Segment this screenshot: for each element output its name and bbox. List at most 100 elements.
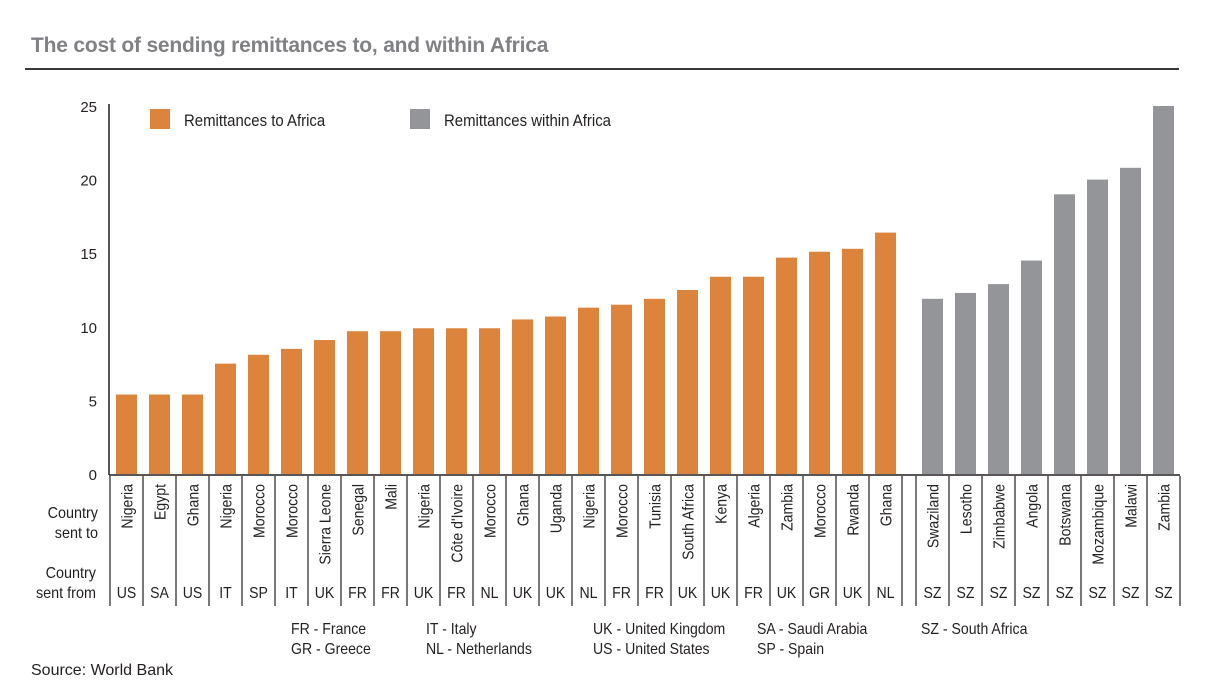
- bar: [1054, 194, 1075, 474]
- country-sent-to: Rwanda: [845, 483, 863, 535]
- bar: [215, 363, 236, 474]
- y-tick-label: 25: [80, 99, 97, 116]
- country-sent-to: Sierra Leone: [317, 484, 335, 565]
- country-sent-from: UK: [513, 584, 533, 602]
- country-sent-to: Ghana: [515, 483, 533, 526]
- row-label-sent-from: Country: [46, 564, 97, 582]
- bar: [809, 251, 830, 474]
- country-sent-to: Nigeria: [581, 483, 599, 528]
- abbreviation-entry: IT - Italy: [426, 621, 477, 638]
- country-sent-to: Angola: [1024, 483, 1042, 527]
- country-sent-to: Kenya: [713, 483, 731, 523]
- country-sent-to: Côte d'Ivoire: [449, 484, 467, 563]
- country-sent-from: US: [117, 584, 137, 602]
- country-sent-to: Morocco: [812, 484, 830, 538]
- country-sent-from: NL: [580, 584, 598, 602]
- bar: [281, 348, 302, 474]
- abbreviation-entry: SP - Spain: [757, 641, 825, 658]
- country-sent-from: US: [183, 584, 203, 602]
- country-sent-to: Morocco: [614, 484, 632, 538]
- bar: [776, 257, 797, 474]
- country-sent-from: IT: [285, 584, 298, 602]
- country-sent-from: UK: [546, 584, 566, 602]
- country-sent-from: FR: [612, 584, 631, 602]
- country-sent-from: FR: [645, 584, 664, 602]
- country-sent-from: UK: [414, 584, 434, 602]
- bar: [512, 319, 533, 474]
- bar: [988, 284, 1009, 474]
- country-sent-from: NL: [481, 584, 499, 602]
- y-tick-label: 0: [89, 467, 97, 484]
- bar: [875, 232, 896, 474]
- bar: [1021, 260, 1042, 474]
- country-sent-from: UK: [843, 584, 863, 602]
- chart-title: The cost of sending remittances to, and …: [31, 34, 549, 57]
- bar: [710, 276, 731, 474]
- country-sent-from: SZ: [957, 584, 975, 602]
- country-sent-from: UK: [711, 584, 731, 602]
- country-sent-to: Nigeria: [218, 483, 236, 528]
- country-sent-from: SZ: [1155, 584, 1173, 602]
- country-sent-to: South Africa: [680, 483, 698, 559]
- country-sent-from: SZ: [1023, 584, 1041, 602]
- country-sent-from: FR: [744, 584, 763, 602]
- bar: [955, 292, 976, 474]
- y-tick-label: 5: [89, 393, 97, 410]
- country-sent-from: SZ: [1056, 584, 1074, 602]
- row-label-sent-to: Country: [48, 504, 99, 522]
- country-sent-to: Zimbabwe: [991, 484, 1009, 549]
- bar: [248, 354, 269, 474]
- country-sent-from: UK: [777, 584, 797, 602]
- bar: [479, 328, 500, 474]
- bar: [413, 328, 434, 474]
- country-sent-to: Lesotho: [958, 484, 976, 534]
- country-sent-to: Uganda: [548, 483, 566, 533]
- country-sent-to: Senegal: [350, 484, 368, 536]
- abbreviation-entry: NL - Netherlands: [426, 641, 532, 658]
- country-sent-to: Nigeria: [119, 483, 137, 528]
- country-sent-from: UK: [315, 584, 335, 602]
- country-sent-from: NL: [877, 584, 895, 602]
- country-sent-to: Morocco: [482, 484, 500, 538]
- country-sent-from: GR: [809, 584, 830, 602]
- legend-label: Remittances within Africa: [444, 112, 611, 130]
- country-sent-from: SZ: [1089, 584, 1107, 602]
- bar: [611, 304, 632, 474]
- country-sent-to: Zambia: [1156, 483, 1174, 531]
- bar: [677, 290, 698, 474]
- bar: [347, 331, 368, 474]
- abbreviation-entry: UK - United Kingdom: [593, 621, 726, 638]
- country-sent-from: FR: [381, 584, 400, 602]
- bar: [1153, 106, 1174, 474]
- country-sent-to: Mali: [383, 484, 401, 510]
- country-sent-from: SZ: [924, 584, 942, 602]
- bar: [446, 328, 467, 474]
- bar: [644, 298, 665, 474]
- country-sent-to: Swaziland: [925, 484, 943, 548]
- row-label-sent-to: sent to: [55, 524, 98, 542]
- country-sent-from: SZ: [990, 584, 1008, 602]
- abbreviation-entry: GR - Greece: [291, 641, 371, 658]
- country-sent-from: FR: [348, 584, 367, 602]
- country-sent-from: SZ: [1122, 584, 1140, 602]
- country-sent-from: FR: [447, 584, 466, 602]
- abbreviation-entry: FR - France: [291, 621, 367, 638]
- y-tick-label: 15: [80, 246, 97, 263]
- country-sent-from: IT: [219, 584, 232, 602]
- country-sent-to: Ghana: [185, 483, 203, 526]
- bar: [922, 298, 943, 474]
- country-sent-to: Mozambique: [1090, 484, 1108, 565]
- bar: [545, 316, 566, 474]
- abbreviation-entry: US - United States: [593, 641, 710, 658]
- bar: [578, 307, 599, 474]
- country-sent-to: Morocco: [251, 484, 269, 538]
- legend-swatch: [150, 109, 170, 129]
- bar: [182, 394, 203, 474]
- country-sent-from: UK: [678, 584, 698, 602]
- bar: [1120, 167, 1141, 474]
- abbreviation-entry: SA - Saudi Arabia: [757, 621, 868, 638]
- bar: [380, 331, 401, 474]
- country-sent-to: Tunisia: [647, 483, 665, 528]
- bar: [743, 276, 764, 474]
